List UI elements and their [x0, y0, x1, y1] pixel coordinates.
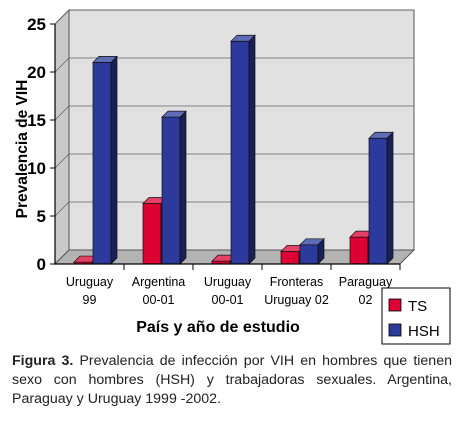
gridline — [54, 9, 414, 25]
caption-text: Prevalencia de infección por VIH en homb… — [12, 353, 452, 407]
bar-side-hsh-2 — [248, 34, 256, 265]
bar-chart: 0 5 10 15 20 25 Uruguay 99 Argentina 00-01 Uruguay… — [14, 8, 451, 345]
bar-ts-1 — [142, 203, 162, 265]
bar-hsh-0 — [92, 62, 112, 265]
figure-caption: Figura 3. Prevalencia de infección por V… — [12, 352, 452, 409]
y-tick-label: 25 — [27, 15, 46, 34]
legend-label-hsh: HSH — [408, 323, 440, 340]
x-tick-label: Uruguay — [66, 275, 114, 289]
x-tick-label: 02 — [359, 293, 373, 307]
legend-swatch-ts — [388, 298, 402, 312]
bar-hsh-3 — [299, 244, 319, 265]
y-tick-label: 0 — [37, 255, 46, 274]
x-tick-label: 99 — [83, 293, 97, 307]
x-tick-label: Uruguay — [204, 275, 252, 289]
bar-hsh-4 — [368, 137, 388, 265]
plot-side-wall — [54, 8, 70, 266]
y-tick-label: 10 — [27, 159, 46, 178]
bar-top-hsh-1 — [161, 110, 187, 118]
y-tick-label: 20 — [27, 63, 46, 82]
y-tick-label: 15 — [27, 111, 46, 130]
gridline — [54, 105, 414, 121]
legend-swatch-hsh — [388, 323, 402, 337]
bar-hsh-1 — [161, 116, 181, 265]
gridline — [54, 201, 414, 217]
bar-top-hsh-4 — [368, 131, 394, 139]
x-tick-label: Uruguay 02 — [264, 293, 329, 307]
bar-ts-3 — [280, 251, 300, 265]
bar-top-hsh-2 — [230, 34, 256, 42]
x-tick-label: 00-01 — [212, 293, 244, 307]
y-axis-title: Prevalencia de VIH — [14, 80, 31, 219]
x-tick-label: Argentina — [132, 275, 186, 289]
bar-top-hsh-0 — [92, 56, 118, 63]
gridline — [54, 57, 414, 73]
x-tick-label: Paraguay — [339, 275, 393, 289]
caption-label: Figura 3. — [12, 353, 74, 369]
x-axis-title: País y año de estudio — [136, 319, 300, 336]
bar-top-hsh-3 — [299, 238, 325, 246]
gridline — [54, 153, 414, 169]
x-tick-label: 00-01 — [143, 293, 175, 307]
legend-label-ts: TS — [408, 298, 427, 315]
x-tick-label: Fronteras — [270, 275, 324, 289]
bar-side-hsh-1 — [179, 110, 187, 265]
bar-ts-4 — [349, 236, 369, 265]
bar-side-hsh-0 — [110, 55, 118, 265]
bar-side-hsh-4 — [386, 131, 394, 265]
bar-hsh-2 — [230, 40, 250, 265]
y-tick-label: 5 — [37, 207, 46, 226]
